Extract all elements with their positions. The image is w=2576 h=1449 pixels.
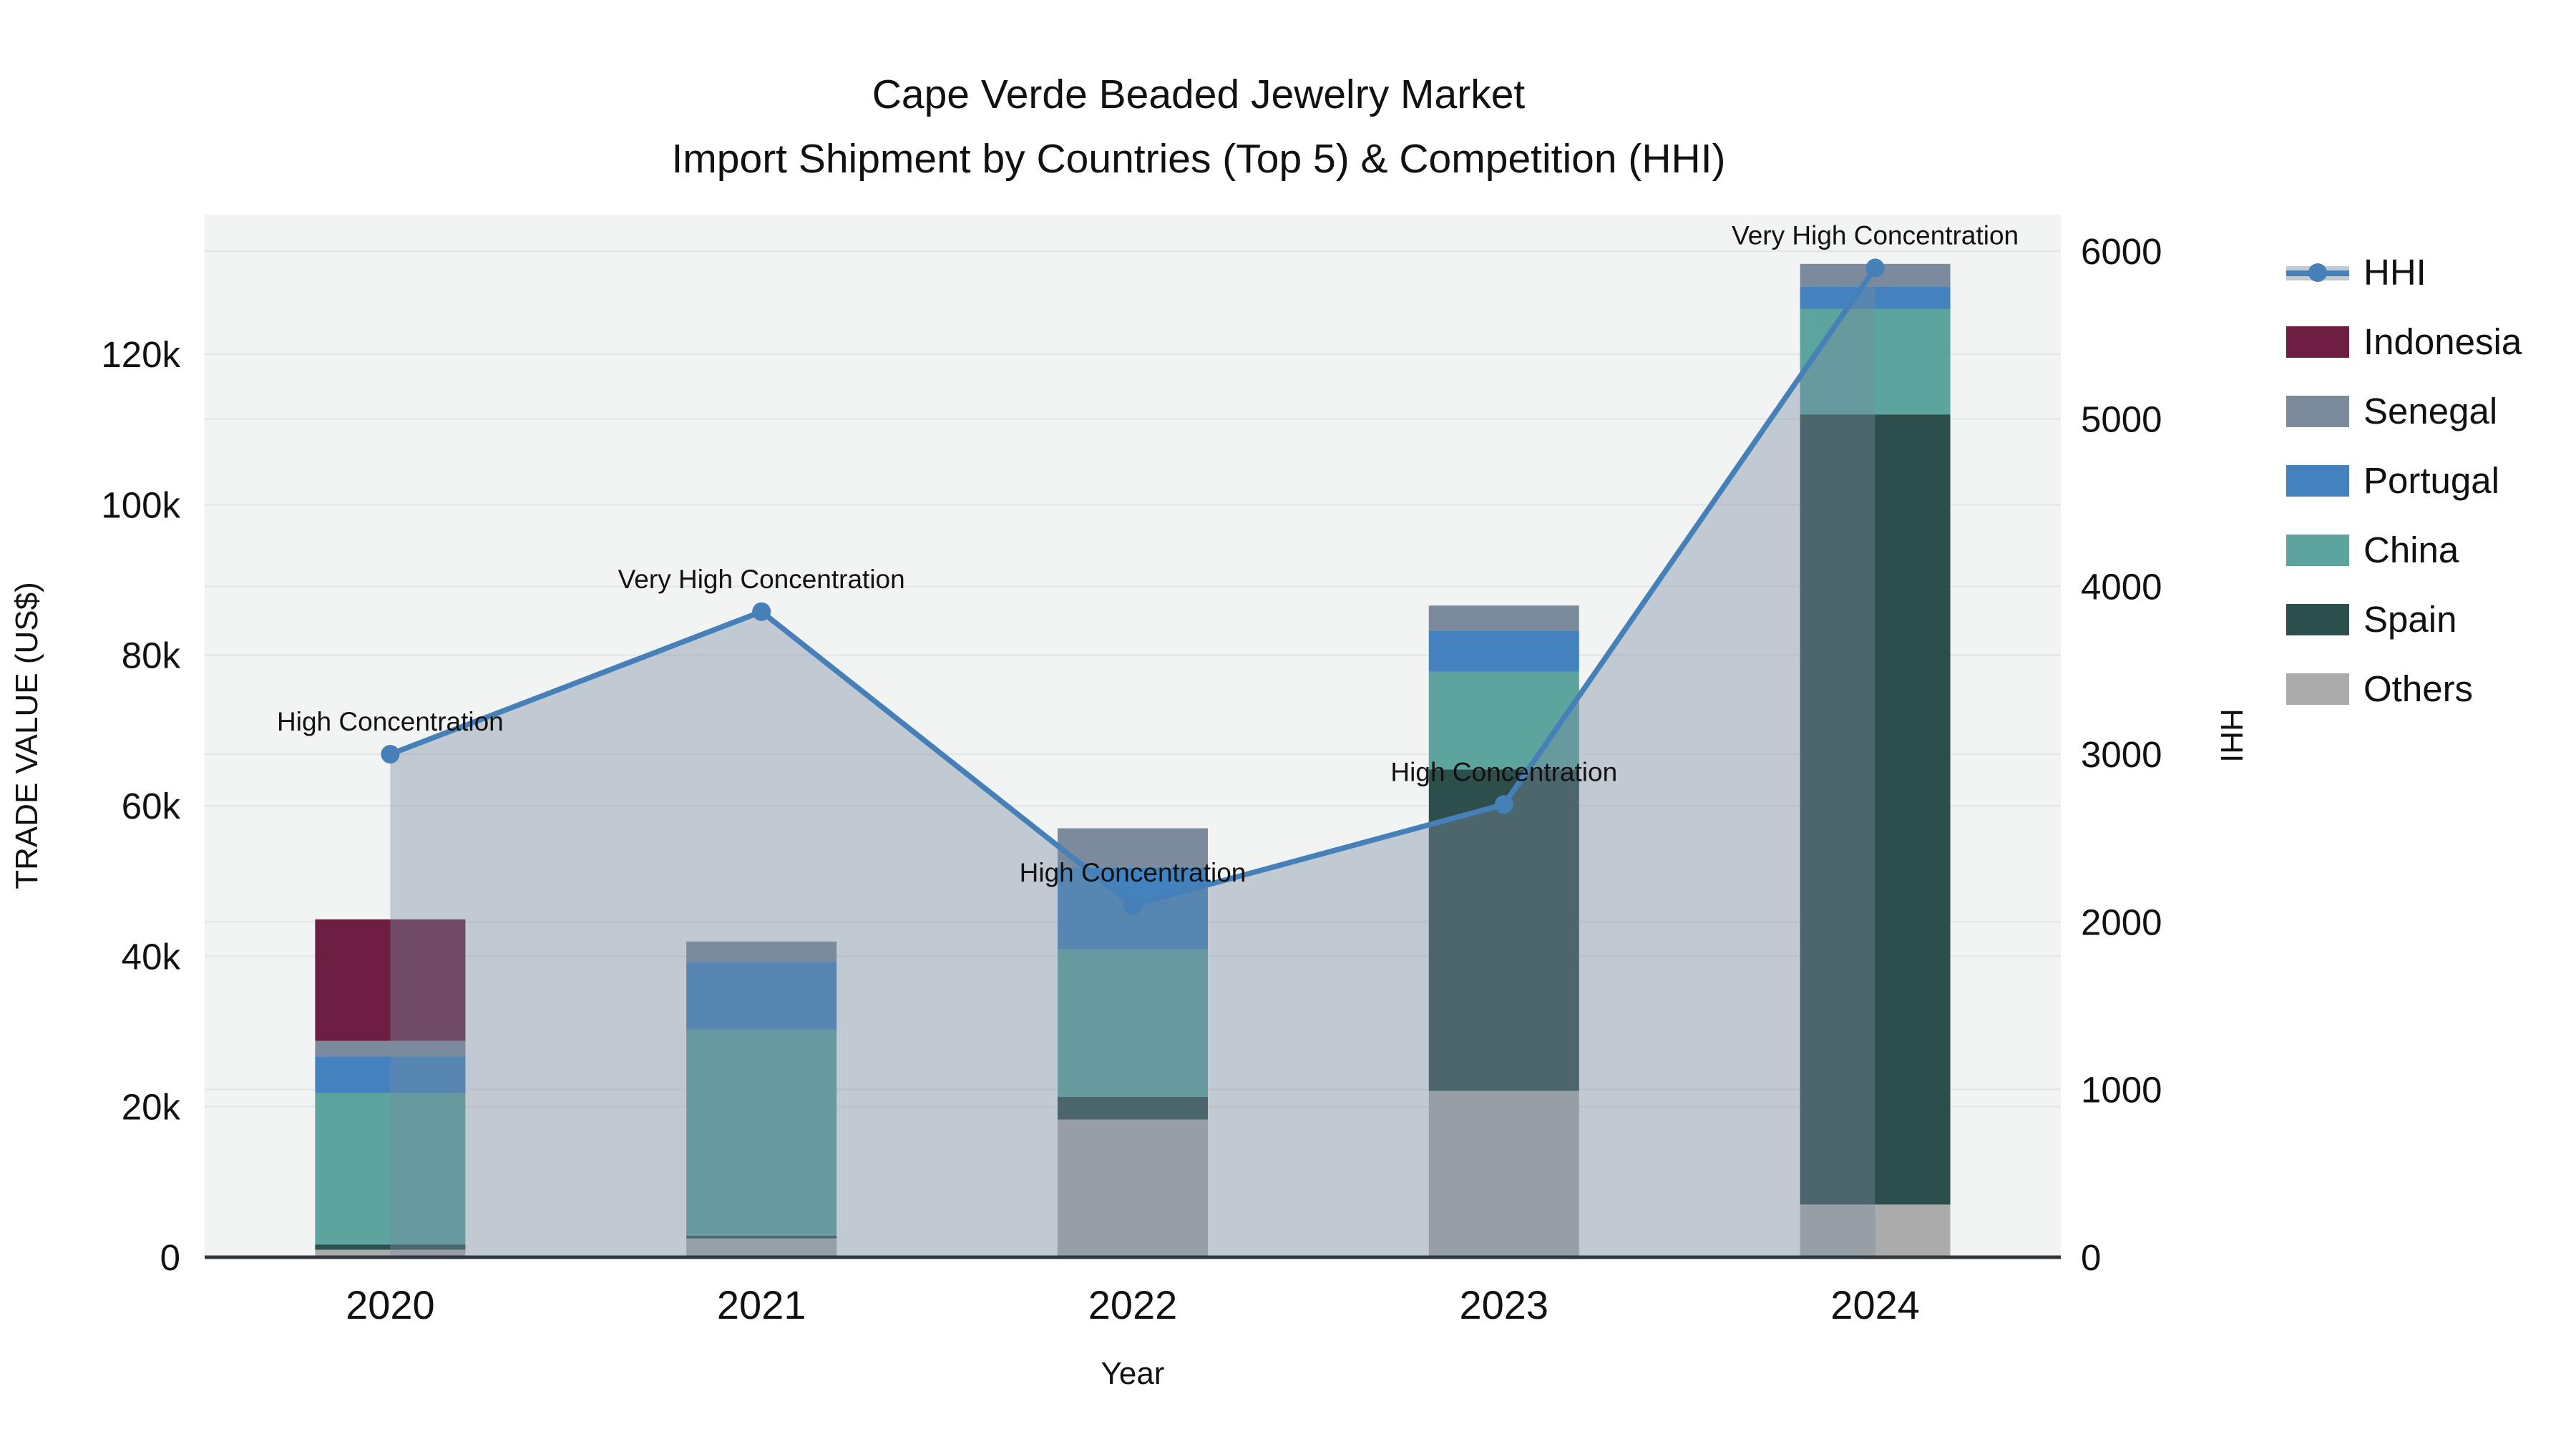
legend-hhi-line-icon [2286, 257, 2349, 288]
bar-segment-china-2023[interactable] [1428, 671, 1579, 770]
y-right-tick-label: 3000 [2081, 734, 2162, 775]
legend-swatch-indonesia [2286, 326, 2349, 358]
legend-swatch-senegal [2286, 395, 2349, 427]
y-axis-left-title: TRADE VALUE (US$) [9, 582, 44, 889]
bar-segment-portugal-2023[interactable] [1428, 631, 1579, 672]
legend-item-spain[interactable]: Spain [2286, 585, 2522, 654]
bar-segment-china-2021[interactable] [686, 1029, 837, 1236]
y-right-tick-label: 0 [2081, 1237, 2101, 1278]
bar-segment-china-2024[interactable] [1800, 308, 1951, 415]
legend-item-others[interactable]: Others [2286, 654, 2522, 723]
chart-subtitle: Import Shipment by Countries (Top 5) & C… [671, 136, 1726, 182]
bar-segment-spain-2021[interactable] [686, 1236, 837, 1239]
bar-segment-spain-2022[interactable] [1058, 1096, 1208, 1120]
legend-item-senegal[interactable]: Senegal [2286, 376, 2522, 446]
hhi-area-fill [390, 268, 1875, 1257]
x-tick-label: 2021 [717, 1282, 806, 1327]
legend-swatch-others [2286, 673, 2349, 705]
x-tick-label: 2024 [1830, 1282, 1920, 1327]
x-tick-label: 2020 [346, 1282, 435, 1327]
y-right-tick-label: 2000 [2081, 902, 2162, 942]
bar-segment-spain-2024[interactable] [1800, 414, 1951, 1205]
bar-segment-others-2021[interactable] [686, 1238, 837, 1257]
legend-label: Spain [2363, 599, 2457, 640]
hhi-marker-2020[interactable] [381, 745, 400, 763]
annotation-2022: High Concentration [1020, 858, 1246, 887]
bar-segment-others-2020[interactable] [315, 1249, 466, 1257]
legend-label: Indonesia [2363, 321, 2522, 362]
bar-segment-spain-2020[interactable] [315, 1244, 466, 1250]
legend-hhi-marker-dot [2308, 263, 2327, 282]
legend-item-hhi[interactable]: HHI [2286, 238, 2522, 307]
y-left-tick-label: 100k [101, 484, 180, 525]
y-right-tick-label: 1000 [2081, 1070, 2162, 1111]
y-right-tick-label: 4000 [2081, 567, 2162, 608]
hhi-marker-2023[interactable] [1494, 795, 1513, 814]
legend: HHI Indonesia Senegal Portugal China Spain Oth… [2286, 238, 2522, 723]
bar-segment-indonesia-2020[interactable] [315, 919, 466, 1041]
y-right-tick-label: 6000 [2081, 231, 2162, 272]
hhi-marker-2022[interactable] [1123, 895, 1142, 914]
bar-segment-portugal-2020[interactable] [315, 1056, 466, 1093]
bar-segment-portugal-2021[interactable] [686, 962, 837, 1030]
y-left-tick-label: 120k [101, 334, 180, 375]
hhi-marker-2021[interactable] [752, 602, 771, 621]
y-left-tick-label: 0 [160, 1237, 180, 1278]
legend-label: Portugal [2363, 460, 2499, 501]
y-left-tick-label: 20k [122, 1087, 181, 1128]
bar-segment-china-2020[interactable] [315, 1093, 466, 1245]
bar-segment-senegal-2020[interactable] [315, 1040, 466, 1057]
y-right-tick-label: 5000 [2081, 399, 2162, 439]
bar-segment-spain-2023[interactable] [1428, 769, 1579, 1091]
annotation-2020: High Concentration [277, 707, 504, 736]
bar-segment-portugal-2024[interactable] [1800, 286, 1951, 309]
x-tick-label: 2023 [1460, 1282, 1549, 1327]
annotation-2021: Very High Concentration [618, 565, 905, 594]
y-left-tick-label: 80k [122, 635, 181, 676]
annotation-2023: High Concentration [1390, 757, 1617, 786]
legend-item-china[interactable]: China [2286, 515, 2522, 585]
y-left-tick-label: 60k [122, 786, 181, 826]
hhi-marker-2024[interactable] [1865, 258, 1885, 278]
bar-segment-senegal-2022[interactable] [1058, 828, 1208, 868]
y-left-tick-label: 40k [122, 936, 181, 977]
x-tick-label: 2022 [1088, 1282, 1178, 1327]
bar-segment-others-2023[interactable] [1428, 1091, 1579, 1257]
legend-item-portugal[interactable]: Portugal [2286, 446, 2522, 515]
legend-swatch-portugal [2286, 464, 2349, 497]
bar-segment-senegal-2021[interactable] [686, 941, 837, 962]
bar-segment-others-2022[interactable] [1058, 1119, 1208, 1257]
bar-segment-others-2024[interactable] [1800, 1204, 1951, 1257]
bar-segment-senegal-2023[interactable] [1428, 605, 1579, 632]
bar-segment-china-2022[interactable] [1058, 949, 1208, 1097]
x-axis-title: Year [1101, 1356, 1165, 1391]
legend-swatch-china [2286, 534, 2349, 566]
legend-item-indonesia[interactable]: Indonesia [2286, 307, 2522, 376]
legend-label: Others [2363, 668, 2474, 709]
legend-swatch-spain [2286, 603, 2349, 635]
legend-label: HHI [2363, 252, 2426, 293]
legend-label: Senegal [2363, 391, 2498, 431]
annotation-2024: Very High Concentration [1732, 220, 2019, 250]
legend-label: China [2363, 530, 2459, 570]
y-axis-right-title: HHI [2214, 708, 2249, 763]
chart-title: Cape Verde Beaded Jewelry Market [872, 72, 1526, 117]
